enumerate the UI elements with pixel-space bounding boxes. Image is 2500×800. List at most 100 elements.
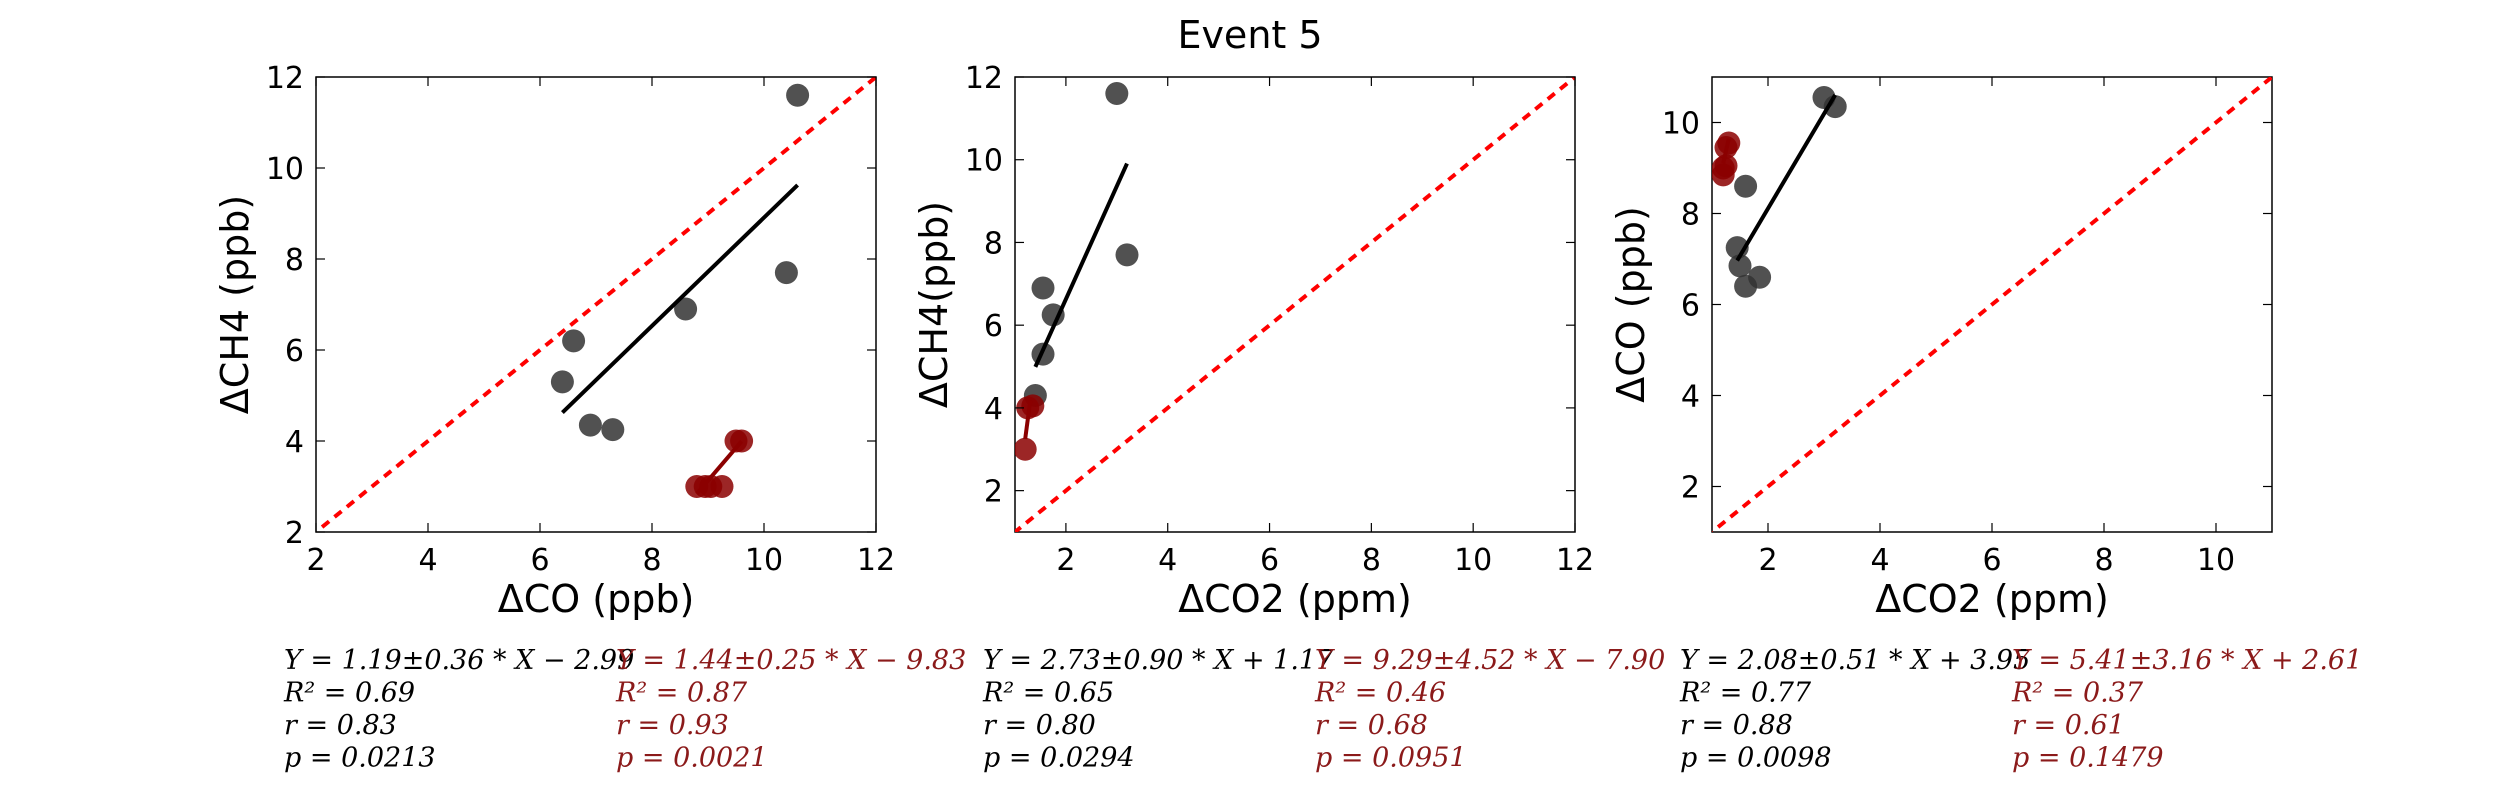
x-axis-label: ΔCO2 (ppm) (1875, 577, 2109, 621)
y-tick-label: 2 (984, 475, 1003, 510)
stats-black-line-3: r = 0.80 (983, 710, 1096, 741)
one-to-one-line (316, 77, 876, 532)
x-tick-label: 10 (745, 543, 783, 578)
x-tick-label: 8 (2094, 543, 2113, 578)
red-fit-line (1023, 400, 1033, 440)
stats-red-line-4: p = 0.1479 (2012, 743, 2164, 774)
x-tick-label: 10 (1454, 543, 1492, 578)
stats-red-line-1: Y = 9.29±4.52 * X − 7.90 (1315, 645, 1665, 676)
y-tick-label: 8 (984, 226, 1003, 261)
x-tick-label: 4 (1870, 543, 1889, 578)
y-tick-label: 6 (984, 309, 1003, 344)
y-tick-label: 4 (984, 392, 1003, 427)
black-point-2 (562, 329, 586, 353)
y-tick-label: 4 (285, 425, 304, 460)
black-point-6 (1115, 243, 1139, 267)
black-point-4 (1734, 174, 1758, 198)
one-to-one-line (1712, 77, 2272, 532)
stats-black-line-2: R² = 0.69 (283, 678, 415, 709)
y-tick-label: 2 (285, 516, 304, 551)
x-tick-label: 2 (1758, 543, 1777, 578)
stats-red-line-4: p = 0.0021 (616, 743, 768, 774)
red-point-1 (1015, 437, 1037, 461)
red-fit-line (1721, 138, 1731, 164)
plot-area (1014, 76, 1576, 533)
scatter-panel-2: 2 4 6 8 10 12 2 4 6 8 10 12 ΔCO2 (ppm) ΔCH4(ppb) Y = 2… (912, 61, 1665, 774)
x-tick-label: 12 (857, 543, 895, 578)
stats-black-line-4: p = 0.0294 (983, 743, 1135, 774)
black-point-6 (774, 261, 798, 285)
stats-black-line-4: p = 0.0213 (284, 743, 436, 774)
black-point-3 (578, 413, 602, 437)
stats-red-line-2: R² = 0.87 (615, 678, 748, 709)
y-tick-label: 10 (965, 144, 1003, 179)
x-axis-label: ΔCO2 (ppm) (1178, 577, 1412, 621)
y-tick-label: 12 (965, 61, 1003, 96)
y-axis-label: ΔCH4(ppb) (912, 201, 956, 408)
x-tick-label: 8 (1362, 543, 1381, 578)
x-tick-label: 6 (530, 543, 549, 578)
y-tick-label: 6 (1681, 289, 1700, 324)
stats-red-line-1: Y = 5.41±3.16 * X + 2.61 (2012, 645, 2362, 676)
one-to-one-line (1015, 77, 1575, 532)
black-point-4 (1041, 303, 1065, 327)
stats-red-line-2: R² = 0.37 (2011, 678, 2144, 709)
stats-black-line-3: r = 0.83 (284, 710, 397, 741)
stats-black-line-2: R² = 0.65 (982, 678, 1114, 709)
x-tick-label: 4 (1158, 543, 1177, 578)
x-tick-label: 6 (1260, 543, 1279, 578)
y-tick-label: 12 (266, 61, 304, 96)
red-point-4 (710, 475, 734, 498)
x-tick-label: 8 (642, 543, 661, 578)
plot-contents (1015, 77, 1575, 532)
stats-black-line-2: R² = 0.77 (1679, 678, 1812, 709)
x-tick-label: 2 (1056, 543, 1075, 578)
x-tick-label: 12 (1556, 543, 1594, 578)
black-point-5 (1105, 82, 1129, 106)
black-point-1 (550, 370, 574, 394)
red-fit-line (695, 439, 744, 495)
stats-black-line-3: r = 0.88 (1680, 710, 1793, 741)
x-axis-label: ΔCO (ppb) (498, 577, 695, 621)
y-tick-label: 6 (285, 334, 304, 369)
black-point-5 (674, 297, 698, 321)
y-tick-label: 10 (1662, 107, 1700, 142)
stats-red-line-2: R² = 0.46 (1314, 678, 1446, 709)
stats-black-line-1: Y = 2.08±0.51 * X + 3.95 (1680, 645, 2030, 676)
stats-red-line-1: Y = 1.44±0.25 * X − 9.83 (616, 645, 966, 676)
x-tick-label: 6 (1982, 543, 2001, 578)
plot-contents (316, 77, 876, 532)
x-tick-label: 4 (418, 543, 437, 578)
black-fit-line (561, 183, 799, 414)
black-point-4 (601, 418, 625, 442)
stats-red-line-3: r = 0.93 (616, 710, 729, 741)
plot-contents (1712, 77, 2272, 532)
figure-title: Event 5 (1177, 13, 1322, 57)
y-axis-label: ΔCH4 (ppb) (213, 195, 257, 414)
black-fit-line (1735, 93, 1837, 262)
stats-black-line-4: p = 0.0098 (1680, 743, 1832, 774)
black-point-7 (786, 83, 810, 107)
stats-red-line-3: r = 0.68 (1315, 710, 1428, 741)
y-tick-label: 2 (1681, 471, 1700, 506)
y-axis-label: ΔCO (ppb) (1609, 206, 1653, 403)
x-tick-label: 10 (2197, 543, 2235, 578)
scatter-panel-3: 2 4 6 8 10 2 4 6 8 10 ΔCO2 (ppm) ΔCO (ppb) Y = 2.08±… (1609, 76, 2362, 774)
black-point-2 (1728, 254, 1752, 278)
black-point-3 (1031, 276, 1055, 300)
scatter-panel-1: 2 4 6 8 10 12 2 4 6 8 10 12 ΔCO (ppb) ΔCH4 (ppb) Y = 1… (213, 61, 966, 774)
y-tick-label: 10 (266, 152, 304, 187)
y-tick-label: 4 (1681, 380, 1700, 415)
stats-black-line-1: Y = 1.19±0.36 * X − 2.99 (284, 645, 634, 676)
stats-black-line-1: Y = 2.73±0.90 * X + 1.17 (983, 645, 1334, 676)
red-point-5 (1714, 154, 1738, 178)
stats-red-line-3: r = 0.61 (2012, 710, 2125, 741)
black-fit-line (1033, 162, 1129, 368)
